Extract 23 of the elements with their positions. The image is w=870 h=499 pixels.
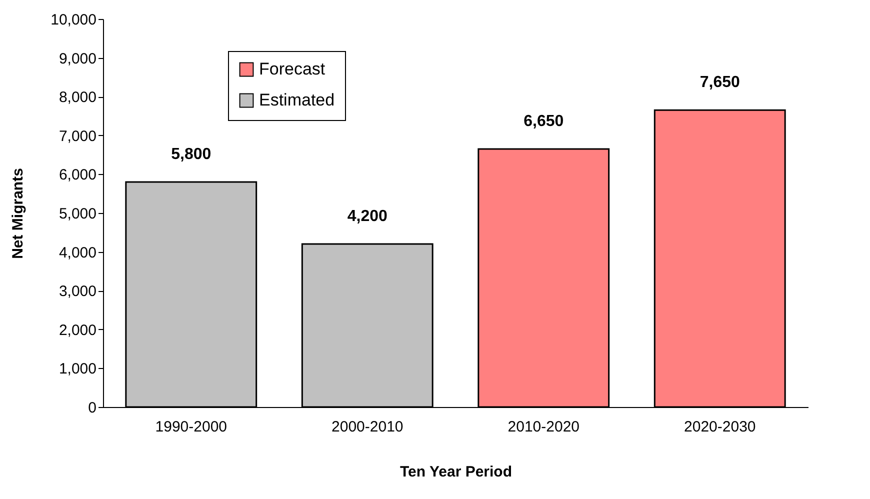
legend-label: Forecast <box>259 60 326 78</box>
legend-label: Estimated <box>259 90 335 110</box>
data-label: 7,650 <box>700 74 740 92</box>
y-tick-label: 5,000 <box>58 206 96 222</box>
x-tick-label: 2020-2030 <box>684 418 756 436</box>
y-tick-label: 10,000 <box>50 12 96 28</box>
y-tick-label: 6,000 <box>58 166 96 184</box>
y-tick-label: 1,000 <box>58 360 96 378</box>
y-tick-label: 3,000 <box>58 283 96 300</box>
y-tick-label: 4,000 <box>58 244 96 262</box>
x-axis-title: Ten Year Period <box>400 464 512 480</box>
y-tick-label: 8,000 <box>58 89 96 106</box>
y-tick-label: 2,000 <box>58 322 96 339</box>
x-tick-label: 2000-2010 <box>332 418 404 436</box>
data-label: 6,650 <box>524 112 564 130</box>
data-label: 4,200 <box>347 208 388 226</box>
x-tick-label: 2010-2020 <box>508 418 580 436</box>
y-tick-label: 0 <box>88 400 96 416</box>
y-axis-title: Net Migrants <box>10 168 27 259</box>
y-tick-label: 9,000 <box>58 50 96 68</box>
x-tick-label: 1990-2000 <box>155 418 227 436</box>
y-tick-label: 7,000 <box>58 128 96 145</box>
data-label: 5,800 <box>171 146 212 163</box>
